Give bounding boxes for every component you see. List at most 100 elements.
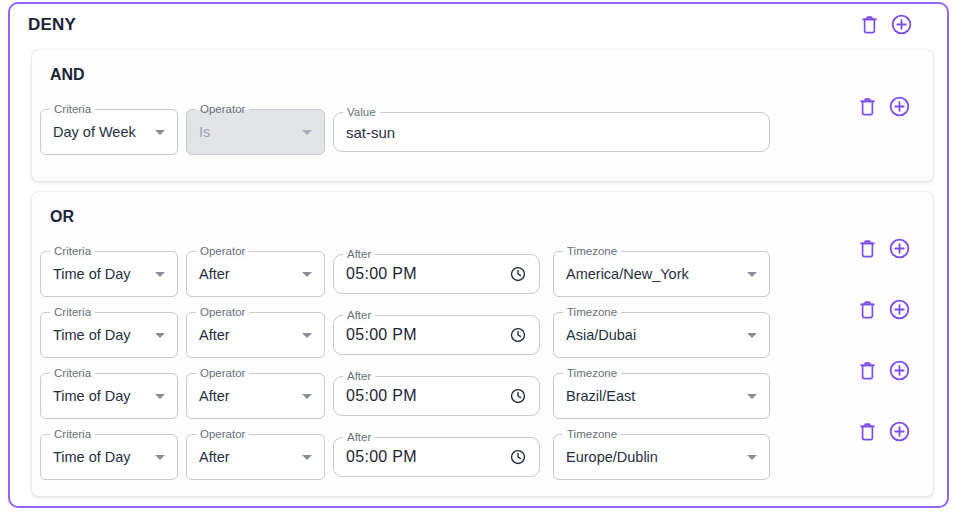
chevron-down-icon [155,394,165,399]
trash-icon [857,421,878,443]
criteria-select[interactable]: Criteria Time of Day [40,312,178,358]
operator-value: After [199,449,230,465]
criteria-select[interactable]: Criteria Time of Day [40,373,178,419]
timezone-select[interactable]: Timezone Asia/Dubai [553,312,770,358]
rule-row: Criteria Day of Week Operator Is Value s… [40,109,911,155]
criteria-label: Criteria [50,103,95,116]
clock-icon[interactable] [509,265,527,283]
add-rule-button[interactable] [888,95,911,118]
timezone-label: Timezone [563,306,621,319]
delete-rule-button[interactable] [856,237,879,260]
value-label: Value [343,106,380,119]
row-actions [856,420,911,443]
time-label: After [343,248,375,261]
plus-circle-icon [888,359,911,382]
operator-select[interactable]: Operator After [186,312,325,358]
rule-row: Criteria Time of Day Operator After Afte… [40,312,911,358]
rule-row: Criteria Time of Day Operator After Afte… [40,434,911,480]
time-input[interactable]: After 05:00 PM [333,437,540,477]
timezone-label: Timezone [563,367,621,380]
add-rule-button[interactable] [888,359,911,382]
criteria-label: Criteria [50,367,95,380]
or-group-card: OR Criteria Time of Day Operator After A… [32,192,933,496]
operator-select[interactable]: Operator After [186,251,325,297]
timezone-value: Asia/Dubai [566,327,636,343]
operator-select: Operator Is [186,109,325,155]
criteria-value: Time of Day [53,388,131,404]
time-input[interactable]: After 05:00 PM [333,376,540,416]
and-group-card: AND Criteria Day of Week Operator Is Val… [32,50,933,181]
time-text: 05:00 PM [346,387,417,405]
chevron-down-icon [302,394,312,399]
rule-row: Criteria Time of Day Operator After Afte… [40,251,911,297]
operator-label: Operator [196,367,249,380]
time-label: After [343,370,375,383]
criteria-label: Criteria [50,245,95,258]
plus-circle-icon [888,237,911,260]
chevron-down-icon [155,130,165,135]
value-input[interactable]: Value sat-sun [333,112,770,152]
value-text: sat-sun [346,124,395,141]
delete-rule-button[interactable] [856,420,879,443]
delete-rule-button[interactable] [856,359,879,382]
criteria-value: Time of Day [53,327,131,343]
add-rule-button[interactable] [888,237,911,260]
trash-icon [859,14,880,36]
operator-select[interactable]: Operator After [186,373,325,419]
row-actions [856,237,911,260]
trash-icon [857,299,878,321]
clock-icon[interactable] [509,387,527,405]
chevron-down-icon [747,272,757,277]
operator-value: Is [199,124,210,140]
criteria-value: Day of Week [53,124,136,140]
criteria-label: Criteria [50,428,95,441]
chevron-down-icon [747,455,757,460]
timezone-select[interactable]: Timezone Europe/Dublin [553,434,770,480]
time-label: After [343,431,375,444]
delete-rule-button[interactable] [856,298,879,321]
clock-icon[interactable] [509,326,527,344]
row-actions [856,298,911,321]
add-rule-button[interactable] [888,420,911,443]
panel-actions [858,13,913,36]
clock-icon[interactable] [509,448,527,466]
operator-select[interactable]: Operator After [186,434,325,480]
chevron-down-icon [747,333,757,338]
timezone-label: Timezone [563,245,621,258]
criteria-value: Time of Day [53,266,131,282]
trash-icon [857,238,878,260]
add-group-button[interactable] [890,13,913,36]
chevron-down-icon [302,455,312,460]
chevron-down-icon [302,272,312,277]
timezone-select[interactable]: Timezone Brazil/East [553,373,770,419]
plus-circle-icon [888,298,911,321]
delete-group-button[interactable] [858,13,881,36]
criteria-select[interactable]: Criteria Time of Day [40,434,178,480]
time-input[interactable]: After 05:00 PM [333,254,540,294]
add-rule-button[interactable] [888,298,911,321]
delete-rule-button[interactable] [856,95,879,118]
group-label-and: AND [50,65,911,84]
chevron-down-icon [155,333,165,338]
time-label: After [343,309,375,322]
criteria-value: Time of Day [53,449,131,465]
operator-value: After [199,266,230,282]
panel-header: DENY [10,4,947,37]
plus-circle-icon [890,13,913,36]
operator-label: Operator [196,306,249,319]
time-text: 05:00 PM [346,326,417,344]
chevron-down-icon [302,333,312,338]
criteria-label: Criteria [50,306,95,319]
operator-value: After [199,327,230,343]
time-text: 05:00 PM [346,265,417,283]
deny-rule-panel: DENY AND Criteria Day of Week Operator I… [8,2,949,508]
time-input[interactable]: After 05:00 PM [333,315,540,355]
criteria-select[interactable]: Criteria Day of Week [40,109,178,155]
plus-circle-icon [888,420,911,443]
timezone-value: Brazil/East [566,388,635,404]
group-label-or: OR [50,207,911,226]
timezone-select[interactable]: Timezone America/New_York [553,251,770,297]
operator-value: After [199,388,230,404]
criteria-select[interactable]: Criteria Time of Day [40,251,178,297]
operator-label: Operator [196,428,249,441]
